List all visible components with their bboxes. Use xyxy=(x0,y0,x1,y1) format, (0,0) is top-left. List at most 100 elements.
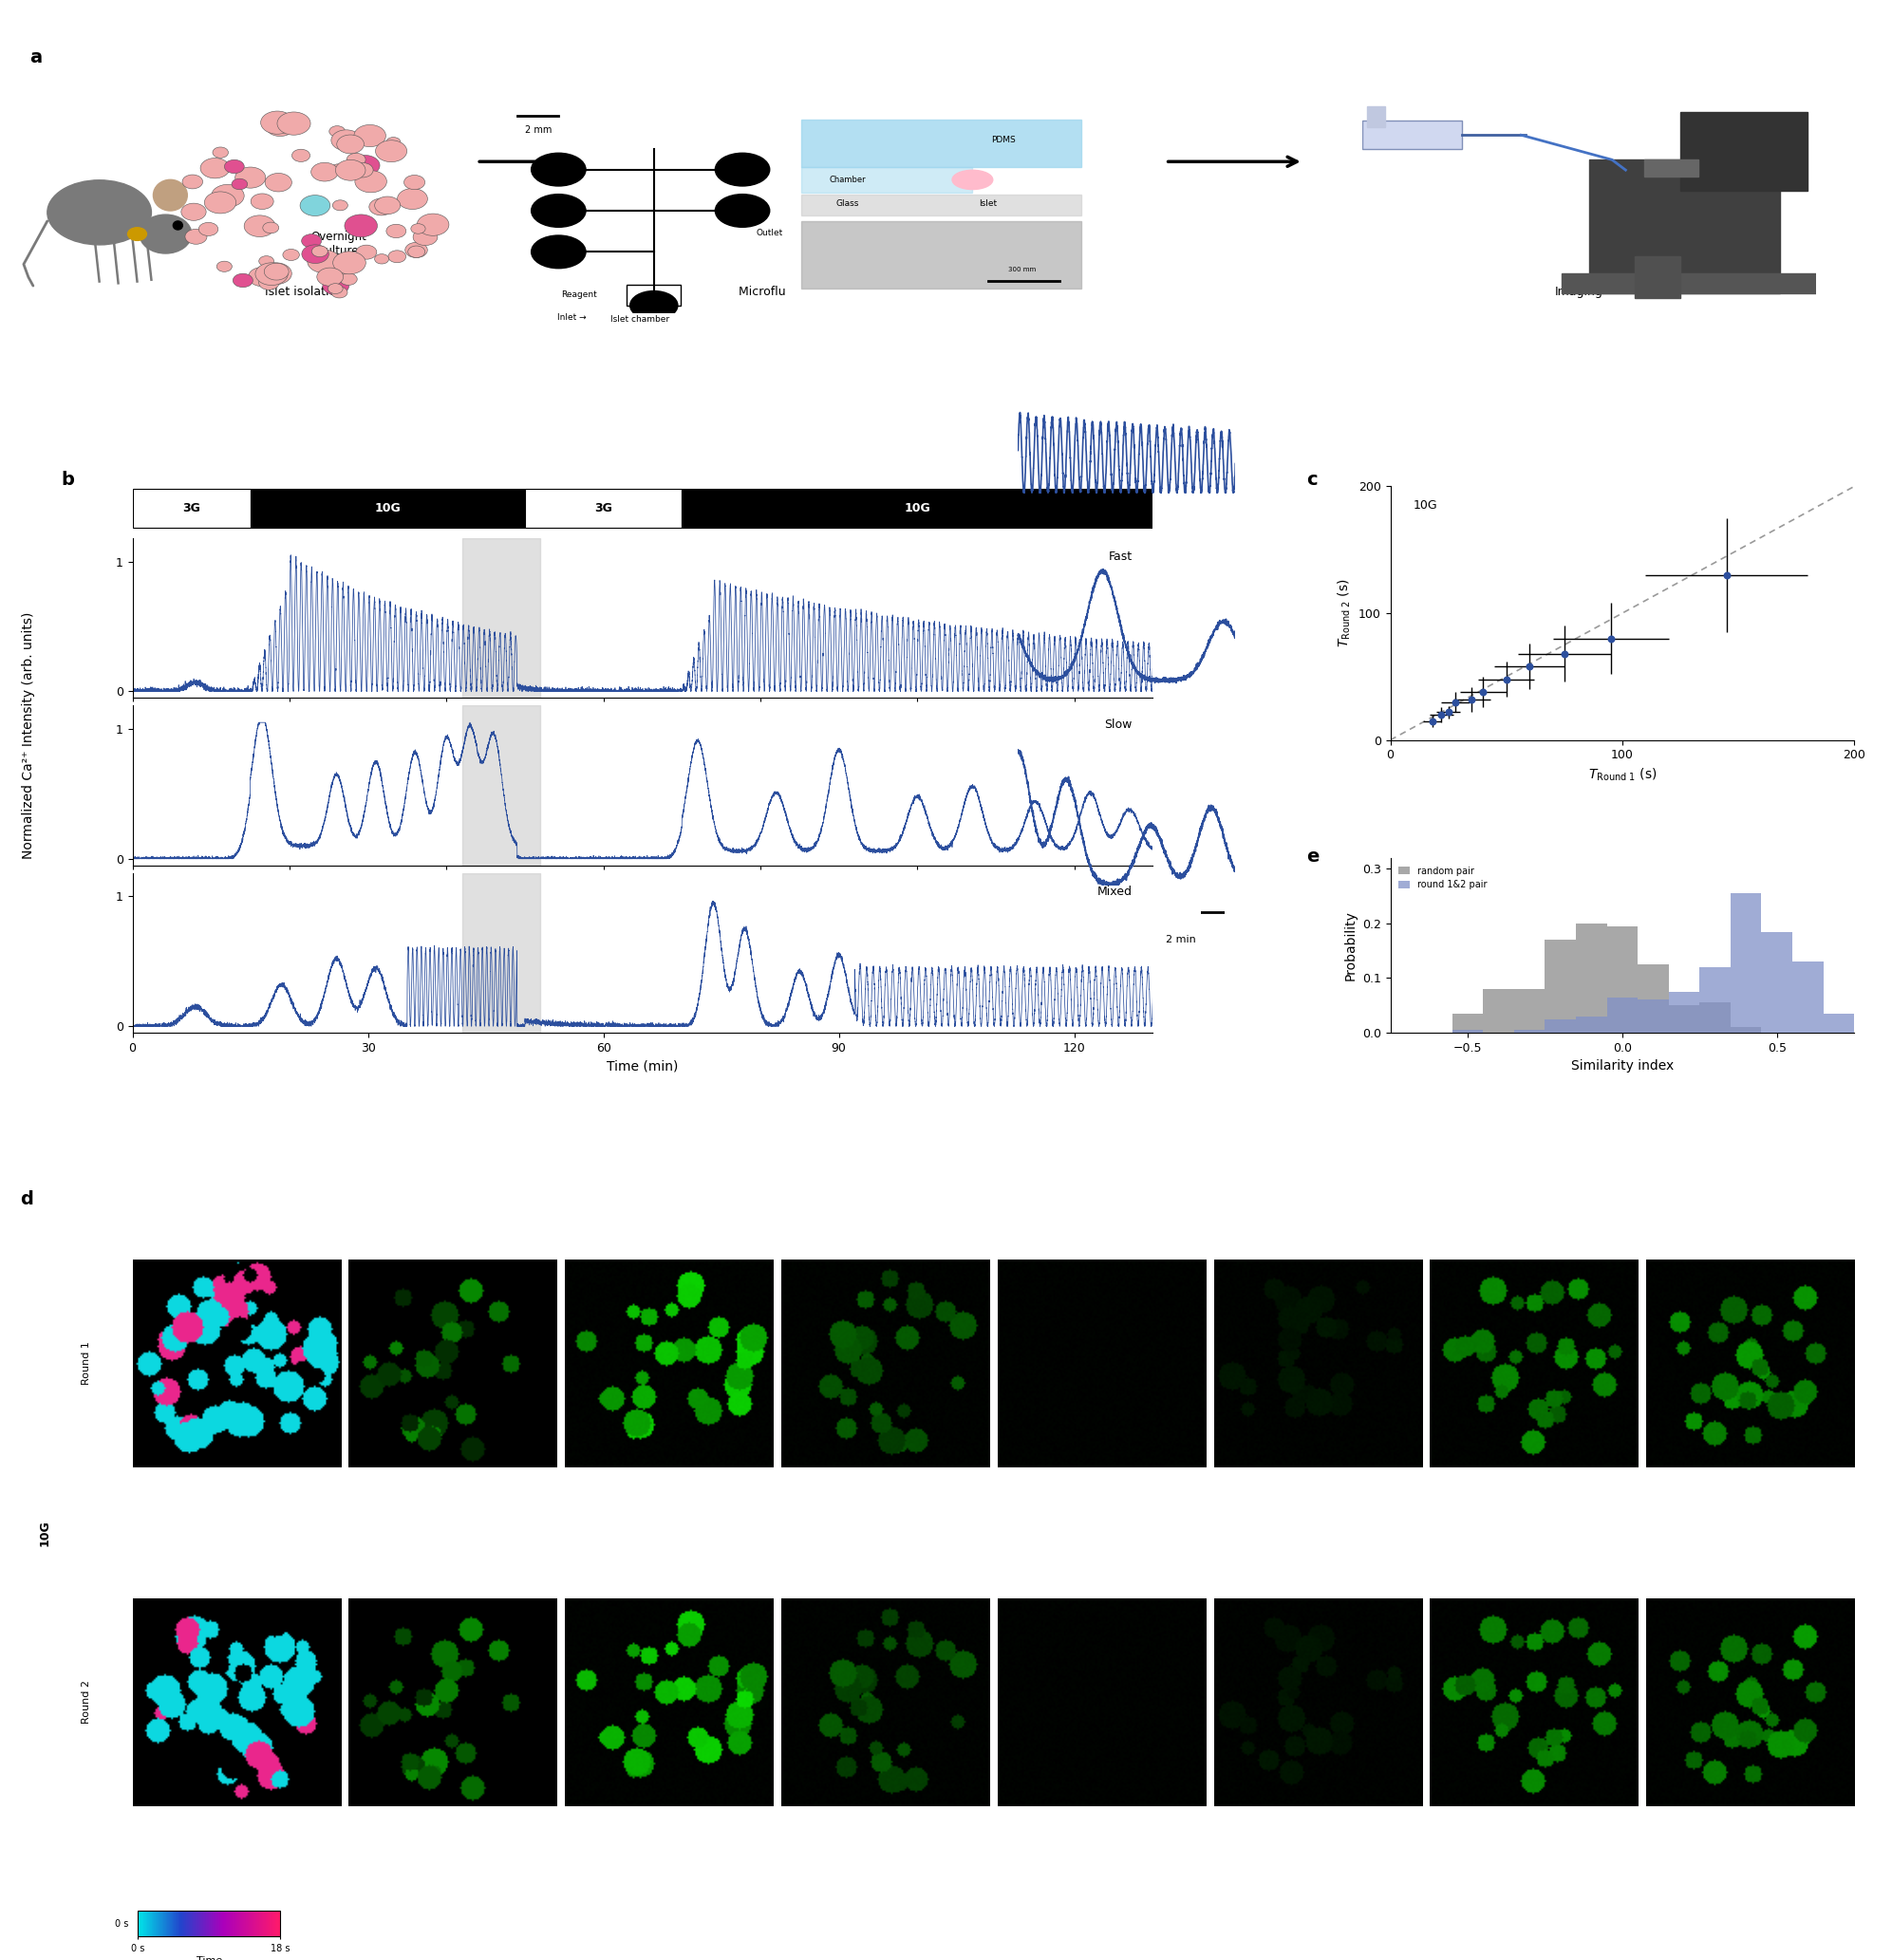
Text: Overnight
culture: Overnight culture xyxy=(310,231,367,257)
Circle shape xyxy=(218,261,233,272)
Bar xyxy=(1824,1013,1854,1033)
Circle shape xyxy=(153,180,187,212)
Point xyxy=(1595,623,1625,655)
Circle shape xyxy=(369,198,394,216)
Text: 10G: 10G xyxy=(1413,500,1438,512)
Text: 0 s: 0 s xyxy=(115,1919,129,1929)
Circle shape xyxy=(375,255,390,265)
Circle shape xyxy=(208,202,223,212)
Text: Slow: Slow xyxy=(1105,719,1133,731)
Circle shape xyxy=(386,137,401,147)
Text: 300 mm: 300 mm xyxy=(1008,267,1037,272)
Bar xyxy=(1576,1017,1606,1033)
Text: Glass: Glass xyxy=(836,200,859,208)
Text: Mixed: Mixed xyxy=(1097,886,1133,898)
Circle shape xyxy=(255,263,288,286)
Circle shape xyxy=(350,155,380,176)
Circle shape xyxy=(240,171,261,184)
Bar xyxy=(1546,1019,1576,1033)
Bar xyxy=(681,488,1152,527)
Bar xyxy=(1483,990,1514,1033)
Bar xyxy=(1731,1027,1761,1033)
Bar xyxy=(800,167,972,192)
Ellipse shape xyxy=(952,171,993,190)
Circle shape xyxy=(261,263,291,284)
Circle shape xyxy=(386,223,407,237)
Circle shape xyxy=(259,276,280,290)
Point xyxy=(1468,676,1498,708)
Circle shape xyxy=(331,129,361,151)
Circle shape xyxy=(235,167,265,188)
Circle shape xyxy=(331,263,350,276)
Bar xyxy=(132,488,250,527)
Bar xyxy=(1680,112,1807,190)
Point xyxy=(1440,686,1470,717)
Bar xyxy=(462,706,541,864)
Circle shape xyxy=(265,263,289,280)
Circle shape xyxy=(261,112,293,133)
Text: Imaging: Imaging xyxy=(1555,286,1603,298)
X-axis label: Similarity index: Similarity index xyxy=(1570,1060,1674,1072)
Circle shape xyxy=(182,204,206,220)
Text: Time: Time xyxy=(197,1956,221,1960)
Circle shape xyxy=(185,229,206,245)
Text: e: e xyxy=(1307,847,1319,866)
Text: 10G: 10G xyxy=(375,502,401,515)
Bar xyxy=(524,488,681,527)
Bar xyxy=(1362,122,1463,149)
Circle shape xyxy=(356,171,386,192)
Text: Round 2: Round 2 xyxy=(81,1680,91,1725)
Circle shape xyxy=(201,159,229,178)
Point xyxy=(1514,651,1544,682)
Text: Islet chamber: Islet chamber xyxy=(611,316,670,323)
Circle shape xyxy=(301,245,329,263)
Circle shape xyxy=(532,153,587,186)
Circle shape xyxy=(409,245,426,257)
Bar xyxy=(800,221,1082,288)
Circle shape xyxy=(352,163,373,178)
Bar xyxy=(1669,1005,1699,1033)
Circle shape xyxy=(248,267,276,286)
Ellipse shape xyxy=(47,180,151,245)
Text: 3G: 3G xyxy=(594,502,613,515)
Circle shape xyxy=(316,269,342,286)
Circle shape xyxy=(333,200,348,210)
Text: Microfluidic chip: Microfluidic chip xyxy=(738,286,834,298)
Bar xyxy=(1589,161,1780,294)
Bar xyxy=(1761,931,1792,1033)
Y-axis label: Probability: Probability xyxy=(1343,909,1357,980)
Text: 10G: 10G xyxy=(904,502,931,515)
Point xyxy=(1550,639,1580,670)
Point xyxy=(1491,664,1521,696)
Circle shape xyxy=(204,192,236,214)
Circle shape xyxy=(405,174,426,190)
Bar xyxy=(250,488,524,527)
Circle shape xyxy=(341,272,358,284)
Bar xyxy=(1635,257,1680,298)
Circle shape xyxy=(263,221,278,233)
Circle shape xyxy=(532,235,587,269)
Circle shape xyxy=(344,214,377,237)
Bar xyxy=(1546,939,1576,1033)
Bar xyxy=(1669,992,1699,1033)
Circle shape xyxy=(388,251,407,263)
Point xyxy=(1417,706,1447,737)
Circle shape xyxy=(252,194,274,210)
Bar xyxy=(1563,272,1843,294)
Bar xyxy=(1731,894,1761,1033)
Circle shape xyxy=(356,245,377,259)
Bar xyxy=(1699,1004,1731,1033)
Legend: random pair, round 1&2 pair: random pair, round 1&2 pair xyxy=(1394,862,1491,894)
Circle shape xyxy=(301,196,329,216)
Circle shape xyxy=(255,269,274,280)
Text: Chamber: Chamber xyxy=(829,176,867,184)
Circle shape xyxy=(301,233,322,247)
Circle shape xyxy=(405,243,428,259)
Point xyxy=(1427,700,1457,731)
Text: 10G: 10G xyxy=(40,1519,51,1546)
Text: Round 1: Round 1 xyxy=(81,1341,91,1386)
Circle shape xyxy=(375,196,401,214)
Circle shape xyxy=(225,159,244,172)
Bar xyxy=(1606,927,1638,1033)
Bar xyxy=(1606,998,1638,1033)
